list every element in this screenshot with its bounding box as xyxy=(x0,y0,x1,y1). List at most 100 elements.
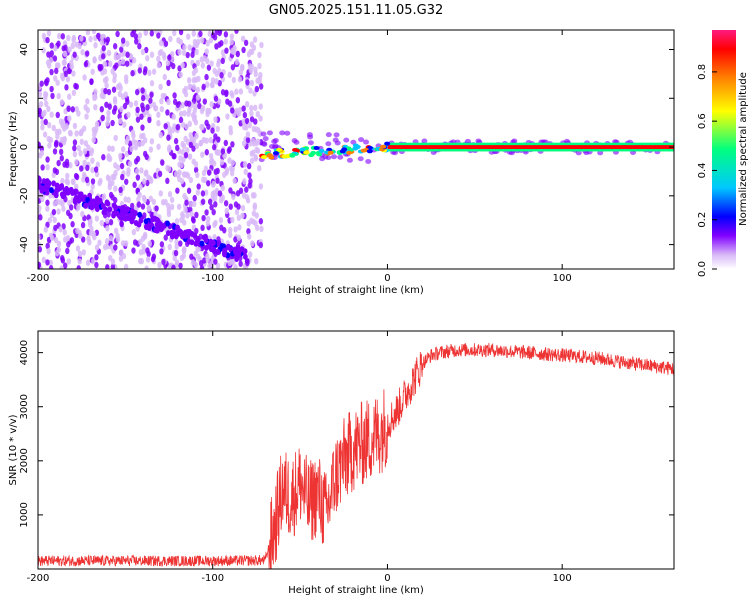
spectrogram-cell xyxy=(380,144,387,149)
spectrogram-cell xyxy=(99,39,105,46)
spectrogram-cell xyxy=(48,187,54,194)
spectrogram-cell xyxy=(299,147,306,152)
spectrogram-cell xyxy=(172,92,177,99)
spectrogram-cell xyxy=(227,146,232,153)
spectrogram-cell xyxy=(205,40,210,47)
spectrogram-cell xyxy=(180,101,185,109)
spectrogram-cell xyxy=(217,80,222,87)
spectrogram-cell xyxy=(148,195,153,202)
spectrogram-cell xyxy=(81,249,86,256)
spectrogram-cell xyxy=(247,172,252,179)
spectrogram-cell xyxy=(83,61,89,68)
spectrogram-cell xyxy=(142,178,147,185)
spectrogram-cell xyxy=(71,89,77,97)
spectrogram-cell xyxy=(149,30,155,37)
spectrogram-cell xyxy=(171,113,176,120)
spectrogram-cell xyxy=(195,235,201,242)
spectrogram-cell xyxy=(250,240,255,247)
spectrogram-cell xyxy=(94,254,99,261)
spectrogram-cell xyxy=(201,214,206,222)
spectrogram-cell xyxy=(195,171,200,179)
spectrogram-cell xyxy=(99,219,104,227)
spectrogram-cell xyxy=(46,181,52,188)
spectrogram-cell xyxy=(38,234,41,241)
spectrogram-cell xyxy=(40,164,45,171)
spectrogram-cell xyxy=(102,60,108,68)
spectrogram-cell xyxy=(68,186,74,193)
spectrogram-cell xyxy=(149,51,155,58)
spectrogram-cell xyxy=(178,116,184,124)
spectrogram-cell xyxy=(65,179,71,186)
spectrogram-cell xyxy=(43,118,48,126)
spectrogram-cell xyxy=(56,40,61,47)
spectrogram-cell xyxy=(104,101,109,108)
spectrogram-cell xyxy=(144,46,149,54)
spectrogram-cell xyxy=(212,234,217,241)
spectrogram-cell xyxy=(189,253,194,260)
spectrogram-cell xyxy=(224,207,229,215)
spectrogram-cell xyxy=(68,204,74,211)
spectrogram-cell xyxy=(69,59,74,66)
spectrogram-cell xyxy=(178,71,183,78)
spectrogram-cell xyxy=(240,204,246,212)
spectrogram-cell xyxy=(352,146,359,151)
spectrogram-cell xyxy=(200,190,206,197)
spectrogram-cell xyxy=(57,32,62,40)
spectrogram-cell xyxy=(193,119,199,126)
spectrogram-cell xyxy=(357,156,364,162)
spectrogram-cell xyxy=(204,48,209,55)
snr-y-tick-label: 3000 xyxy=(19,394,30,419)
spectrogram-cell xyxy=(162,73,167,81)
spectrogram-cell xyxy=(195,59,201,67)
spectrogram-cell xyxy=(205,220,211,227)
spectrogram-cell xyxy=(213,258,218,265)
spectrogram-cell xyxy=(112,173,117,181)
spectrogram-cell xyxy=(223,139,229,147)
spectrogram-cell xyxy=(171,264,176,269)
spectrogram-cell xyxy=(209,157,215,164)
spectrogram-cell xyxy=(236,203,241,210)
spectrogram-cell xyxy=(97,65,103,72)
spectrogram-cell xyxy=(163,122,168,130)
spectrogram-cell xyxy=(239,246,245,253)
spectrogram-cell xyxy=(151,68,157,75)
spectrogram-cell xyxy=(46,121,52,129)
spectrogram-cell xyxy=(258,71,263,79)
spectrogram-cell xyxy=(173,249,179,257)
spectrogram-cell xyxy=(205,81,210,88)
spectrogram-cell xyxy=(101,193,107,200)
spectrogram-cell xyxy=(97,179,102,187)
spectrogram-cell xyxy=(200,104,206,112)
spectrogram-cell xyxy=(72,51,77,58)
spectrogram-cell xyxy=(217,190,223,197)
spectrogram-cell xyxy=(85,164,90,172)
spectrogram-cell xyxy=(85,98,90,105)
spectrogram-cell xyxy=(245,131,251,138)
spectrogram-cell xyxy=(56,62,61,69)
spectrogram-cell xyxy=(244,101,250,108)
spectrogram-x-ticks: -200 -100 0 100 xyxy=(27,30,572,284)
spectrogram-cell xyxy=(181,156,186,163)
spectrogram-cell xyxy=(167,125,172,132)
spectrogram-cell xyxy=(235,96,241,104)
spectrogram-cell xyxy=(244,258,250,265)
spectrogram-cell xyxy=(130,129,136,136)
spectrogram-cell xyxy=(191,158,196,165)
spectrogram-cell xyxy=(105,264,110,269)
spectrogram-cell xyxy=(179,216,184,224)
spectrogram-cell xyxy=(125,40,130,47)
spectrogram-cell xyxy=(255,138,261,145)
spectrogram-cell xyxy=(242,178,247,185)
spectrogram-cell xyxy=(80,221,86,229)
spectrogram-cell xyxy=(246,162,252,170)
spectrogram-cell xyxy=(166,146,172,153)
spectrogram-cell xyxy=(133,33,139,40)
spectrogram-cell xyxy=(165,109,170,116)
spectrogram-cell xyxy=(190,216,196,223)
spectrogram-cell xyxy=(251,125,257,133)
spectrogram-cell xyxy=(199,240,205,247)
spectrogram-cell xyxy=(58,226,63,233)
spectrogram-cell xyxy=(247,121,252,129)
spectrogram-cell xyxy=(93,88,98,95)
spectrogram-cell xyxy=(213,168,219,175)
